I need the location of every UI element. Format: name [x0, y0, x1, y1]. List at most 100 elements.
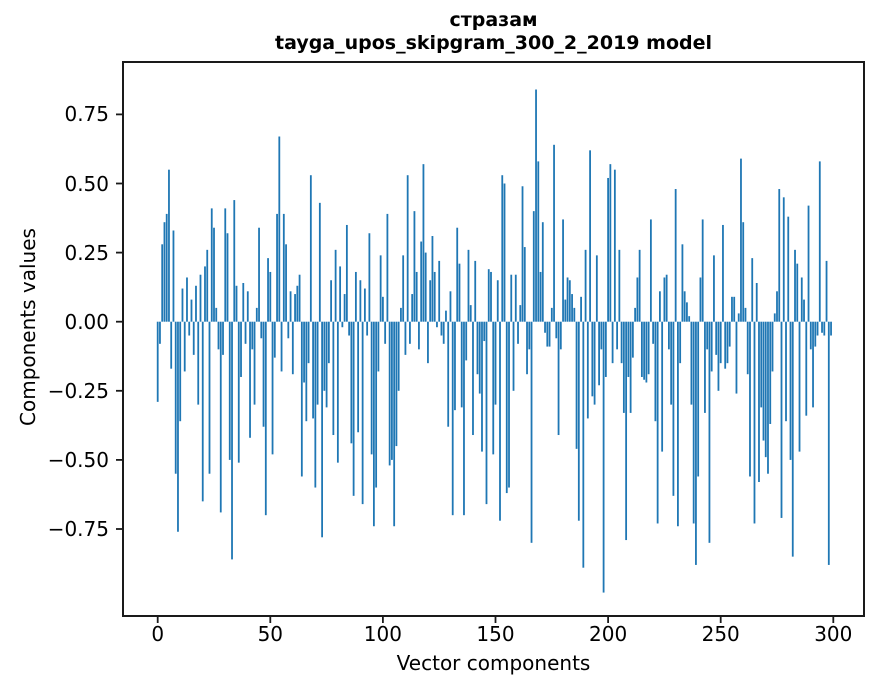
bar: [683, 291, 686, 322]
bar: [638, 249, 641, 322]
bar: [168, 169, 170, 322]
bar: [330, 280, 332, 322]
bar: [607, 177, 609, 322]
bar: [719, 321, 722, 364]
bar: [458, 263, 461, 322]
bar: [562, 219, 564, 322]
bar: [492, 321, 495, 455]
bar: [809, 321, 812, 350]
bar: [568, 280, 571, 322]
bar: [294, 294, 296, 322]
bar: [384, 321, 387, 344]
bar: [472, 321, 474, 436]
bar: [643, 321, 646, 380]
bar: [548, 321, 551, 347]
bar: [192, 321, 195, 355]
bar: [309, 175, 312, 322]
bar: [361, 321, 364, 505]
bar: [659, 291, 661, 322]
bar: [505, 321, 508, 494]
bar: [240, 321, 242, 377]
bar: [219, 321, 222, 513]
bar: [282, 213, 285, 322]
bar: [519, 305, 522, 322]
bar: [677, 321, 679, 527]
bar: [688, 316, 691, 322]
x-tick-label: 250: [701, 622, 740, 646]
bar: [571, 294, 573, 322]
plot-spines: [122, 61, 865, 617]
bar: [654, 321, 657, 422]
y-tick-label: 0.50: [64, 171, 109, 196]
bar: [253, 321, 256, 405]
bar: [595, 255, 598, 322]
bar: [312, 321, 314, 419]
bar: [343, 294, 346, 322]
bar: [604, 321, 607, 377]
bar: [652, 321, 655, 344]
bar: [771, 321, 774, 372]
bar: [424, 252, 427, 322]
bar: [438, 260, 441, 322]
bar: [755, 283, 758, 322]
bar: [159, 321, 161, 344]
bar: [161, 244, 164, 322]
bar: [812, 321, 814, 408]
bar: [773, 313, 776, 322]
bar: [289, 291, 292, 322]
bar: [231, 321, 233, 560]
bar: [237, 321, 240, 463]
bar: [460, 321, 463, 408]
bar: [827, 321, 830, 565]
bar: [821, 321, 823, 333]
bar: [724, 321, 727, 369]
bar: [731, 296, 733, 322]
bar: [544, 321, 546, 333]
bar: [327, 321, 330, 364]
bar: [391, 321, 393, 460]
bar: [341, 321, 344, 328]
bar: [598, 321, 600, 386]
tick-marks: [116, 113, 835, 623]
bar: [183, 321, 186, 372]
bar: [796, 263, 799, 322]
bar: [636, 277, 639, 322]
bar: [697, 321, 700, 477]
bar: [197, 321, 200, 405]
bar: [616, 321, 619, 350]
bar: [267, 258, 269, 322]
y-tick-label: −0.25: [47, 378, 109, 403]
y-tick-label: −0.50: [47, 447, 109, 472]
bar: [397, 321, 400, 391]
bar: [246, 291, 249, 322]
bar: [746, 321, 749, 375]
bar: [433, 271, 436, 322]
bar: [285, 244, 287, 322]
bar: [665, 274, 668, 322]
bar: [442, 321, 445, 344]
bar: [535, 89, 537, 322]
bar: [634, 307, 637, 322]
bar: [589, 150, 591, 322]
bar: [249, 321, 251, 438]
bar: [393, 321, 396, 527]
bar: [501, 175, 504, 322]
bar: [188, 321, 191, 336]
bar: [445, 310, 447, 322]
bar: [751, 258, 754, 322]
bar: [195, 285, 197, 322]
bar: [359, 280, 362, 322]
bar: [395, 321, 398, 447]
bar: [582, 321, 585, 568]
bar: [679, 321, 682, 364]
bar: [357, 321, 360, 433]
bar: [744, 307, 747, 322]
bar: [825, 260, 828, 322]
bar: [695, 321, 697, 565]
bar: [163, 222, 166, 322]
y-tick-label: 0.25: [64, 240, 109, 265]
chart-title-model: tayga_upos_skipgram_300_2_2019 model: [275, 32, 712, 54]
bar: [706, 321, 709, 350]
bar: [823, 321, 826, 336]
